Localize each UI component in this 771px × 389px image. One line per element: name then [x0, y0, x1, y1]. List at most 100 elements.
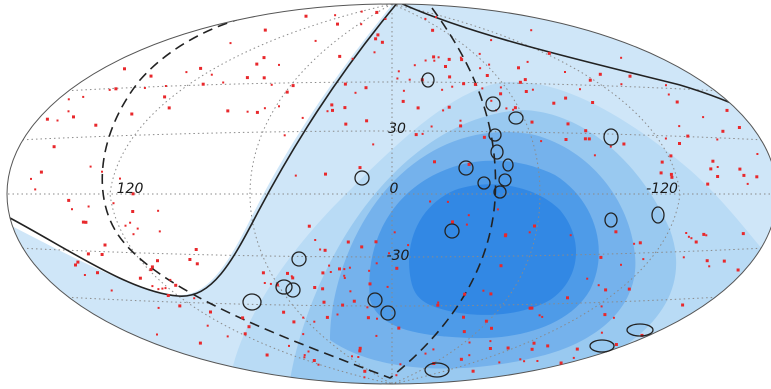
event-marker: [599, 255, 603, 259]
event-marker: [462, 315, 465, 319]
event-marker: [167, 106, 171, 110]
event-marker: [278, 63, 280, 66]
source-circle: [603, 128, 619, 146]
event-marker: [56, 119, 59, 122]
event-marker: [614, 230, 618, 234]
event-marker: [101, 170, 103, 173]
source-circle: [291, 251, 307, 267]
event-marker: [326, 110, 329, 113]
event-marker: [706, 182, 710, 186]
event-marker: [523, 78, 527, 82]
event-marker: [552, 101, 556, 105]
event-marker: [81, 220, 85, 224]
event-marker: [725, 108, 729, 112]
event-marker: [746, 182, 749, 185]
event-marker: [30, 177, 32, 180]
event-marker: [451, 85, 454, 88]
event-marker: [302, 333, 305, 336]
event-marker: [158, 230, 161, 233]
event-marker: [686, 134, 690, 138]
event-marker: [705, 234, 708, 237]
event-marker: [375, 334, 378, 337]
event-marker: [351, 355, 353, 358]
event-marker: [39, 170, 43, 174]
event-marker: [131, 192, 135, 196]
event-marker: [490, 326, 493, 330]
event-marker: [402, 89, 405, 92]
supergalactic-plane: [101, 7, 497, 379]
event-marker: [72, 115, 75, 119]
event-marker: [321, 287, 325, 291]
event-marker: [451, 220, 454, 224]
event-marker: [575, 347, 579, 351]
event-marker: [603, 313, 607, 317]
source-circle: [651, 206, 665, 224]
event-marker: [600, 331, 603, 334]
longitude-line: [391, 4, 541, 384]
event-marker: [711, 159, 715, 163]
event-marker: [241, 316, 245, 320]
event-marker: [481, 87, 484, 90]
event-marker: [294, 174, 297, 177]
event-marker: [114, 87, 118, 91]
event-marker: [681, 303, 685, 307]
source-circle: [626, 323, 654, 337]
event-marker: [89, 165, 92, 168]
event-marker: [587, 137, 591, 141]
event-marker: [161, 287, 164, 290]
event-marker: [210, 73, 213, 76]
event-marker: [357, 356, 360, 358]
event-marker: [156, 259, 159, 263]
event-marker: [351, 57, 354, 60]
event-marker: [307, 350, 310, 353]
event-marker: [467, 214, 470, 217]
event-marker: [302, 316, 305, 319]
event-marker: [358, 349, 362, 353]
event-marker: [360, 10, 363, 13]
event-marker: [112, 202, 115, 205]
event-marker: [71, 208, 73, 211]
event-marker: [334, 14, 337, 17]
event-marker: [344, 122, 348, 126]
longitude-label-0: 0: [390, 181, 399, 197]
event-marker: [198, 341, 202, 345]
event-marker: [349, 290, 352, 293]
event-marker: [275, 283, 279, 287]
event-marker: [547, 51, 551, 55]
event-marker: [526, 60, 529, 63]
source-circle: [493, 185, 507, 199]
event-marker: [518, 80, 522, 84]
event-marker: [132, 233, 135, 236]
event-marker: [597, 284, 600, 287]
event-marker: [490, 99, 493, 102]
event-marker: [247, 325, 251, 329]
event-marker: [263, 107, 266, 110]
event-marker: [628, 74, 632, 78]
event-marker: [209, 310, 212, 314]
event-marker: [278, 105, 280, 108]
event-marker: [488, 347, 492, 350]
event-marker: [123, 67, 126, 71]
event-marker: [591, 101, 595, 104]
event-marker: [536, 360, 539, 362]
event-marker: [741, 232, 745, 236]
event-marker: [372, 143, 375, 146]
event-marker: [499, 264, 503, 268]
event-marker: [447, 105, 451, 109]
event-marker: [67, 110, 70, 113]
event-marker: [374, 37, 378, 41]
event-marker: [530, 29, 533, 32]
event-marker: [530, 306, 534, 310]
event-marker: [659, 171, 663, 175]
event-marker: [164, 85, 167, 87]
event-marker: [143, 87, 146, 89]
event-marker: [255, 62, 259, 66]
source-circle: [458, 160, 474, 176]
event-marker: [206, 324, 209, 327]
event-marker: [424, 59, 427, 62]
event-marker: [384, 18, 387, 20]
event-marker: [34, 188, 37, 191]
event-marker: [638, 241, 642, 245]
event-marker: [94, 123, 98, 127]
event-marker: [517, 66, 520, 70]
